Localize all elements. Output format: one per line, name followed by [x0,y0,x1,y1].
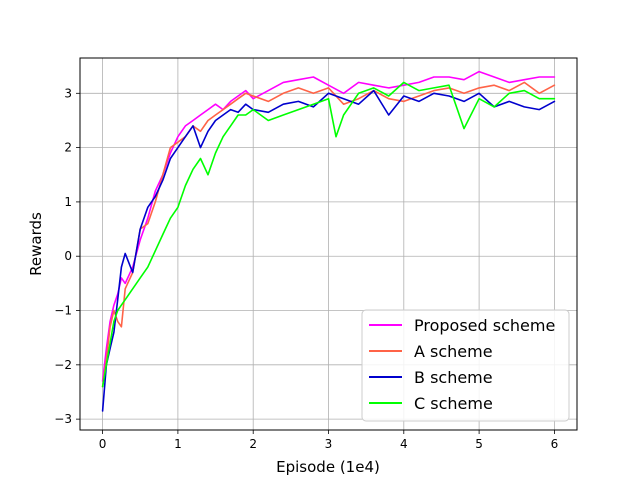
y-tick-label: −3 [54,412,72,426]
x-tick-label: 3 [325,437,333,451]
y-tick-label: 2 [64,141,72,155]
legend-box [361,309,570,422]
legend-label-c-scheme: C scheme [414,394,493,413]
x-axis-title: Episode (1e4) [276,458,380,476]
y-tick-label: −2 [54,358,72,372]
x-tick-label: 4 [400,437,408,451]
axis-ticks: 0 1 2 3 4 5 6 −3 −2 −1 0 1 2 3 [54,86,558,451]
legend-label-proposed-scheme: Proposed scheme [414,316,555,335]
legend-label-a-scheme: A scheme [414,342,493,361]
legend: Proposed scheme A scheme B scheme C sche… [361,309,570,422]
y-tick-label: 1 [64,195,72,209]
x-tick-label: 0 [99,437,107,451]
x-tick-label: 6 [551,437,559,451]
y-tick-label: 3 [64,86,72,100]
y-axis-title: Rewards [27,212,45,276]
x-tick-label: 1 [174,437,182,451]
series-lines [101,70,556,412]
y-tick-label: 0 [64,249,72,263]
legend-label-b-scheme: B scheme [414,368,493,387]
series-line-c-scheme [101,81,556,388]
x-tick-label: 5 [475,437,483,451]
x-tick-label: 2 [249,437,257,451]
y-tick-label: −1 [54,304,72,318]
series-line-b-scheme [101,89,556,412]
